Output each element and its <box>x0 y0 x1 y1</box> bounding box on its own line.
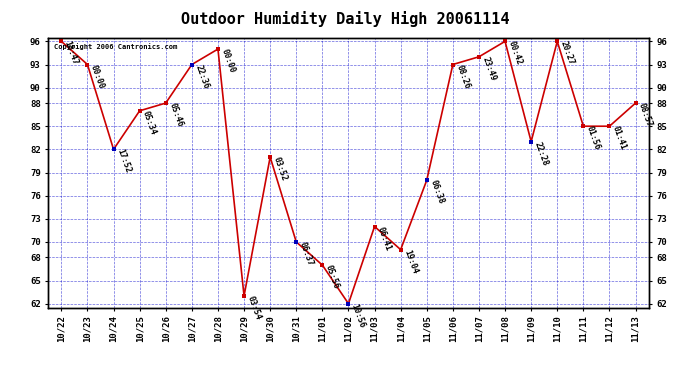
Text: 01:56: 01:56 <box>584 125 602 152</box>
Text: Outdoor Humidity Daily High 20061114: Outdoor Humidity Daily High 20061114 <box>181 11 509 27</box>
Text: 06:41: 06:41 <box>376 225 393 252</box>
Text: 06:38: 06:38 <box>428 179 445 206</box>
Text: 01:41: 01:41 <box>611 125 628 152</box>
Text: 17:52: 17:52 <box>115 148 132 174</box>
Text: 08:26: 08:26 <box>454 63 471 90</box>
Text: 03:52: 03:52 <box>272 156 288 182</box>
Text: 22:36: 22:36 <box>193 63 210 90</box>
Text: 05:46: 05:46 <box>167 102 184 128</box>
Text: 05:56: 05:56 <box>324 264 341 290</box>
Text: 00:00: 00:00 <box>219 48 237 74</box>
Text: 05:34: 05:34 <box>141 110 158 136</box>
Text: 03:54: 03:54 <box>246 294 262 321</box>
Text: 23:49: 23:49 <box>480 56 497 82</box>
Text: 00:42: 00:42 <box>506 40 524 66</box>
Text: 10:56: 10:56 <box>350 302 367 329</box>
Text: 22:28: 22:28 <box>533 140 549 167</box>
Text: Copyright 2006 Cantronics.com: Copyright 2006 Cantronics.com <box>55 43 177 50</box>
Text: 18:47: 18:47 <box>63 40 80 66</box>
Text: 19:04: 19:04 <box>402 248 419 275</box>
Text: 08:57: 08:57 <box>637 102 654 128</box>
Text: 20:27: 20:27 <box>559 40 575 66</box>
Text: 06:37: 06:37 <box>297 240 315 267</box>
Text: 00:00: 00:00 <box>89 63 106 90</box>
